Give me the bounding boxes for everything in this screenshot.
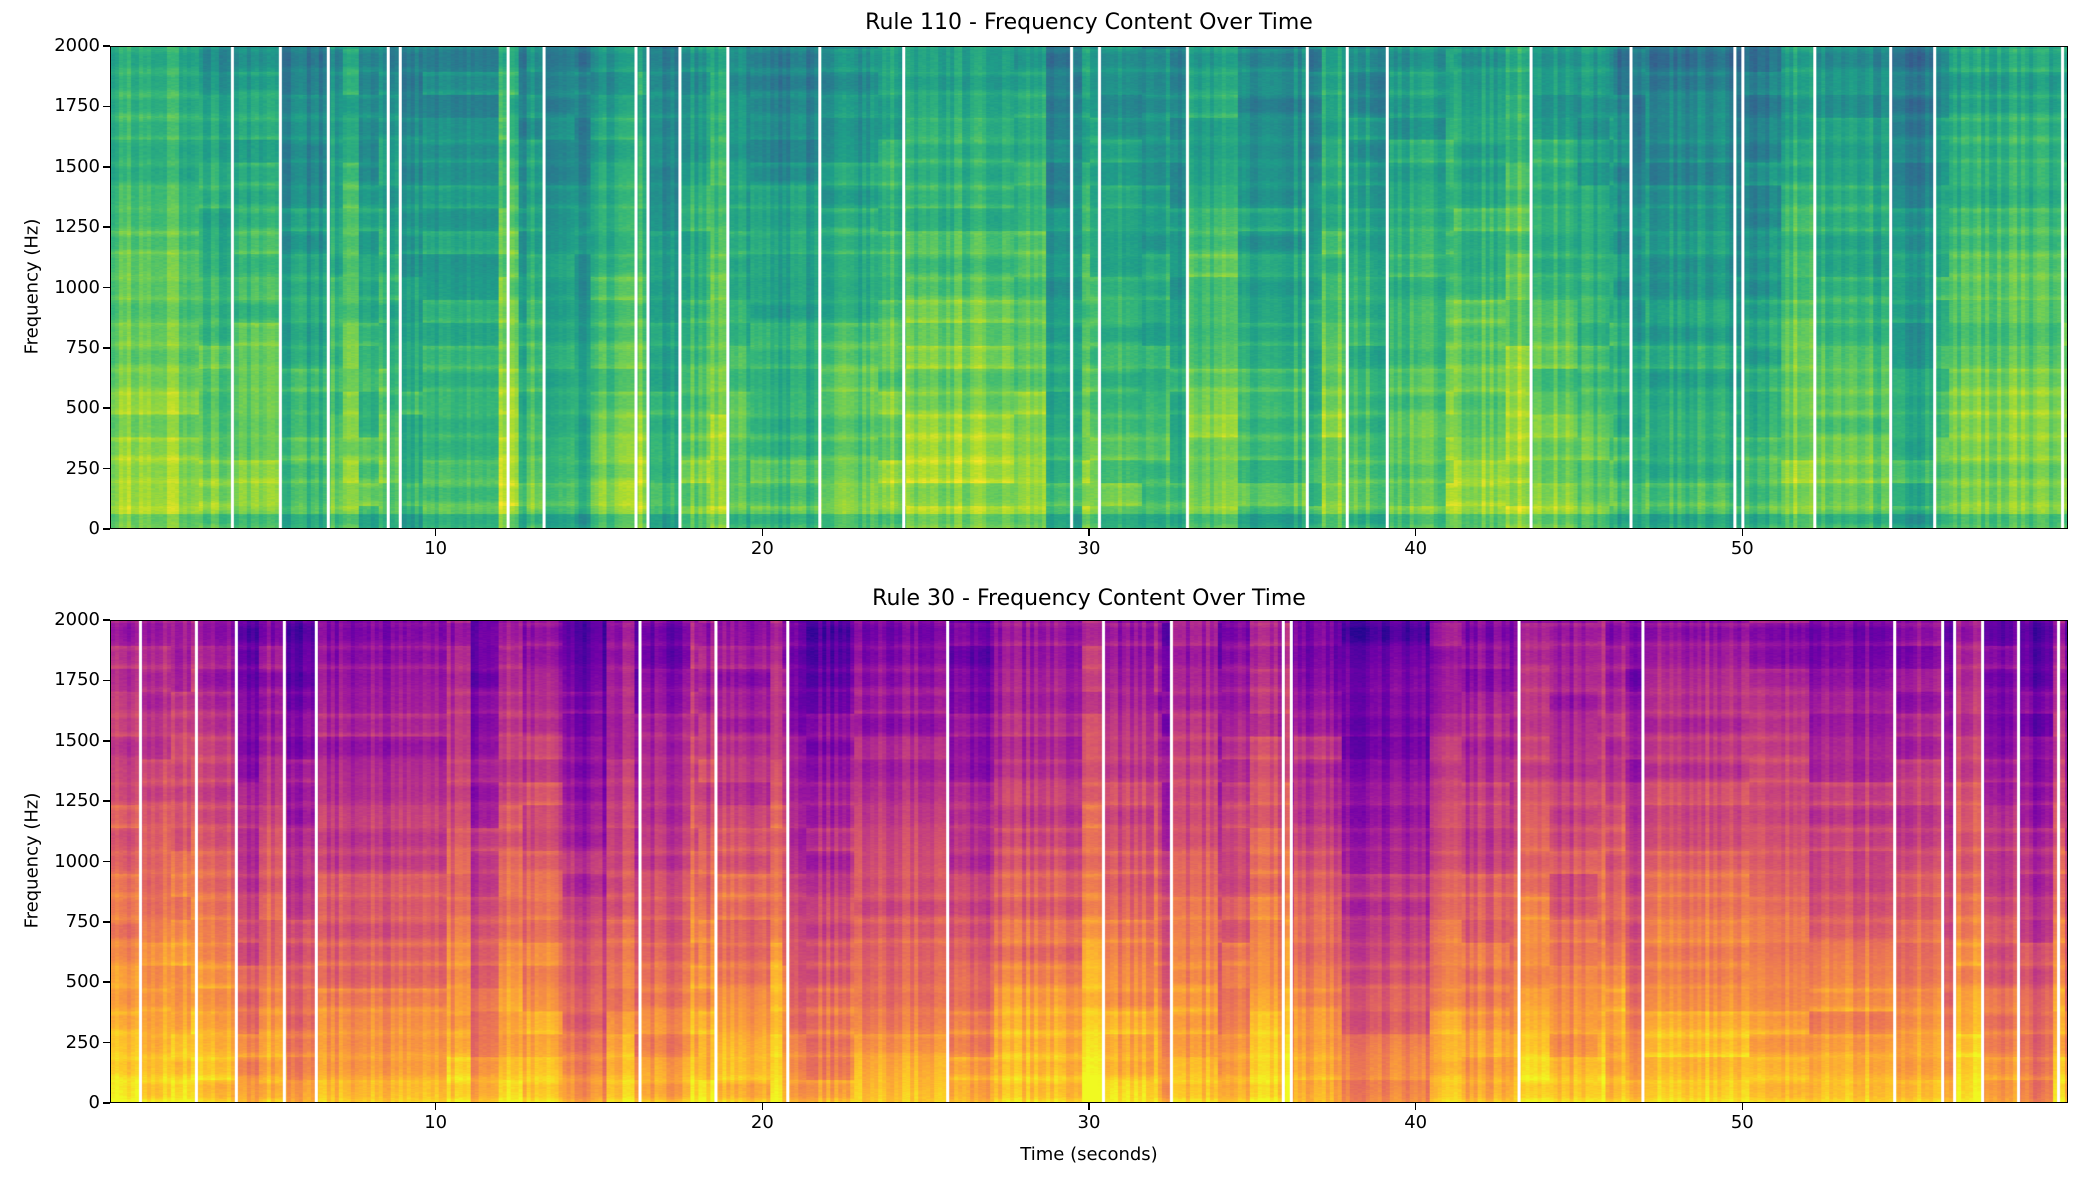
- chart-2-ytick: [103, 1102, 110, 1104]
- chart-1-ytick-label: 1750: [54, 95, 100, 117]
- chart-2-xtick-label: 20: [750, 1112, 774, 1133]
- chart-1-xtick: [434, 529, 437, 536]
- chart-1-xtick: [1088, 529, 1090, 536]
- chart-1-ytick: [103, 467, 110, 470]
- chart-2-spectrogram: [111, 621, 2067, 1102]
- chart-1-ytick-label: 500: [65, 397, 100, 419]
- chart-2-ytick: [103, 679, 110, 682]
- chart-2-ytick-label: 250: [65, 1031, 100, 1053]
- chart-2-xtick: [761, 1103, 764, 1110]
- chart-2-xtick: [1088, 1103, 1090, 1110]
- chart-2-ytick: [103, 860, 110, 863]
- chart-1-ytick-label: 750: [65, 336, 100, 358]
- chart-1-ytick: [103, 226, 110, 228]
- chart-1-ytick-label: 1000: [54, 276, 100, 298]
- chart-1-ytick: [103, 528, 110, 530]
- chart-2-ytick-label: 500: [65, 971, 100, 993]
- chart-2-ytick-label: 750: [65, 910, 100, 932]
- chart-2-title: Rule 30 - Frequency Content Over Time: [872, 586, 1306, 611]
- chart-2-ytick-label: 0: [88, 1092, 100, 1113]
- chart-2-ytick-label: 1000: [54, 850, 100, 872]
- chart-2-xtick-label: 10: [424, 1112, 448, 1133]
- chart-1-xtick: [761, 529, 764, 536]
- chart-1-ytick: [103, 407, 110, 410]
- chart-1-xtick-label: 50: [1730, 538, 1754, 559]
- chart-2-xtick: [1414, 1103, 1417, 1110]
- chart-2-ytick: [103, 739, 110, 742]
- chart-2-xlabel: Time (seconds): [1020, 1144, 1158, 1165]
- chart-2-ytick: [103, 921, 110, 923]
- chart-1-xtick: [1741, 529, 1744, 536]
- chart-2-ytick: [103, 981, 110, 984]
- chart-1-ytick: [103, 45, 110, 47]
- chart-1-xtick-label: 10: [424, 538, 448, 559]
- chart-1-title: Rule 110 - Frequency Content Over Time: [865, 10, 1313, 35]
- chart-1-ytick-label: 1500: [54, 155, 100, 177]
- chart-1-axes: [110, 46, 2068, 529]
- chart-1-ytick: [103, 165, 110, 168]
- chart-2-ytick-label: 1250: [54, 790, 100, 812]
- chart-1-ytick: [103, 286, 110, 289]
- chart-1-xtick-label: 40: [1404, 538, 1428, 559]
- chart-2-ytick: [103, 619, 110, 621]
- chart-2-xtick: [434, 1103, 437, 1110]
- chart-2-axes: [110, 620, 2068, 1103]
- chart-2-ytick: [103, 1041, 110, 1044]
- chart-2-xtick-label: 50: [1730, 1112, 1754, 1133]
- chart-2-xtick: [1741, 1103, 1744, 1110]
- chart-1-xtick: [1414, 529, 1417, 536]
- chart-1-xtick-label: 20: [750, 538, 774, 559]
- chart-1-ytick-label: 0: [88, 518, 100, 539]
- chart-2-ytick-label: 1750: [54, 669, 100, 691]
- chart-2-xtick-label: 30: [1077, 1112, 1101, 1133]
- chart-1-ytick-label: 2000: [54, 35, 100, 56]
- chart-2-xtick-label: 40: [1404, 1112, 1428, 1133]
- chart-1-ytick-label: 1250: [54, 216, 100, 238]
- chart-1-ytick: [103, 105, 110, 108]
- chart-2-ytick-label: 2000: [54, 609, 100, 630]
- chart-1-spectrogram: [111, 47, 2067, 528]
- chart-1-xtick-label: 30: [1077, 538, 1101, 559]
- chart-1-ytick: [103, 347, 110, 349]
- chart-1-ytick-label: 250: [65, 457, 100, 479]
- chart-2-ytick-label: 1500: [54, 729, 100, 751]
- chart-2-ytick: [103, 800, 110, 802]
